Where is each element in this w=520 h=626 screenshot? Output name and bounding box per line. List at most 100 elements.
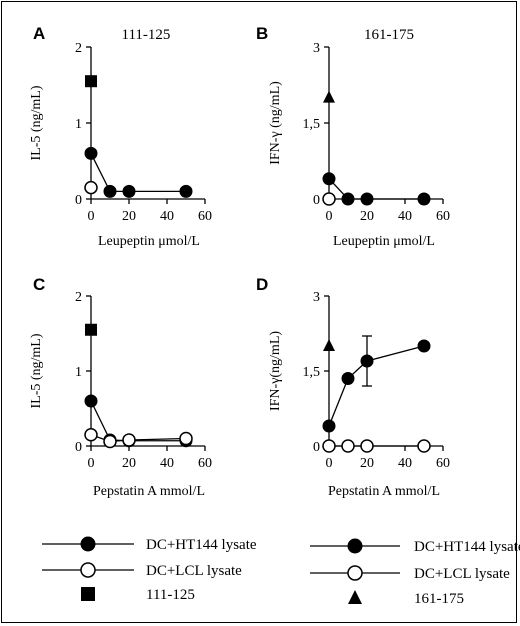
data-point	[417, 192, 431, 206]
x-tick-label: 60	[198, 209, 212, 224]
legend-entry	[310, 538, 400, 554]
x-tick-label: 20	[360, 456, 374, 471]
y-axis-label: IFN-γ (ng/mL)	[268, 81, 283, 165]
y-tick-label: 1,5	[303, 365, 321, 380]
y-tick-label: 1,5	[303, 117, 321, 132]
data-point	[323, 90, 335, 103]
series-filled-square	[85, 75, 97, 88]
x-tick-label: 60	[198, 456, 212, 471]
legend-entry	[348, 590, 362, 604]
x-tick-label: 60	[436, 456, 450, 471]
data-point	[85, 323, 97, 336]
x-tick-label: 20	[122, 209, 136, 224]
series-open-circle	[322, 192, 336, 206]
panel-title: 111-125	[122, 27, 171, 43]
x-tick-label: 20	[360, 209, 374, 224]
data-point	[179, 184, 193, 198]
series-filled-circle	[322, 172, 431, 206]
panel-letter-b: B	[256, 24, 268, 43]
legend-entry	[81, 587, 95, 601]
y-tick-label: 2	[75, 290, 82, 305]
data-point	[103, 434, 117, 449]
legend-label: DC+HT144 lysate	[146, 537, 257, 553]
data-point	[360, 192, 374, 206]
data-point	[360, 439, 374, 453]
data-point	[341, 439, 355, 453]
series-filled-square	[85, 323, 97, 336]
y-tick-label: 0	[75, 193, 82, 208]
panel-letter-d: D	[256, 275, 268, 294]
data-point	[122, 433, 136, 447]
data-point	[417, 339, 431, 353]
legend-label: DC+LCL lysate	[414, 566, 510, 582]
y-tick-label: 0	[313, 440, 320, 455]
x-tick-label: 0	[326, 209, 333, 224]
x-axis-label: Pepstatin A mmol/L	[328, 484, 440, 499]
series-open-circle	[84, 180, 98, 195]
data-point	[84, 180, 98, 195]
x-tick-label: 0	[88, 209, 95, 224]
data-point	[322, 192, 336, 206]
series-line	[328, 345, 425, 427]
x-axis-label: Pepstatin A mmol/L	[93, 484, 205, 499]
y-tick-label: 3	[313, 41, 320, 56]
y-tick-label: 0	[313, 193, 320, 208]
y-tick-label: 1	[75, 365, 82, 380]
data-point	[417, 439, 431, 453]
x-tick-label: 40	[398, 456, 412, 471]
series-line	[90, 153, 186, 193]
legend-marker	[347, 565, 363, 581]
legend-entry	[42, 562, 134, 578]
legend-label: 111-125	[146, 587, 195, 603]
y-tick-label: 1	[75, 117, 82, 132]
y-axis-label: IFN-γ(ng/mL)	[268, 331, 283, 411]
data-point	[85, 75, 97, 88]
series-line	[90, 400, 186, 442]
data-point	[84, 394, 98, 408]
legend-label: 161-175	[414, 591, 464, 607]
x-tick-label: 40	[398, 209, 412, 224]
data-point	[341, 372, 355, 385]
data-point	[322, 419, 336, 433]
legend-entry	[42, 536, 134, 552]
y-axis-label: IL-5 (ng/mL)	[29, 333, 44, 408]
series-filled-circle	[84, 146, 193, 198]
series-open-circle	[322, 439, 431, 453]
legend-marker	[81, 587, 95, 601]
x-tick-label: 40	[160, 456, 174, 471]
y-tick-label: 3	[313, 290, 320, 305]
y-tick-label: 0	[75, 440, 82, 455]
data-point	[179, 431, 193, 446]
legend-label: DC+HT144 lysate	[414, 539, 520, 555]
data-point	[360, 354, 374, 368]
data-point	[122, 184, 136, 198]
data-point	[84, 146, 98, 160]
series-filled-triangle	[323, 90, 335, 103]
panel-letter-a: A	[33, 24, 45, 43]
series-filled-circle	[322, 335, 431, 433]
data-point	[341, 192, 355, 206]
legend-marker	[80, 536, 96, 552]
y-axis-label: IL-5 (ng/mL)	[29, 85, 44, 160]
x-tick-label: 0	[326, 456, 333, 471]
panel-letter-c: C	[33, 275, 45, 294]
x-tick-label: 60	[436, 209, 450, 224]
data-point	[322, 439, 336, 453]
x-tick-label: 0	[88, 456, 95, 471]
panel-title: 161-175	[364, 27, 414, 43]
legend-marker	[347, 538, 363, 554]
x-axis-label: Leupeptin μmol/L	[98, 234, 200, 249]
y-tick-label: 2	[75, 41, 82, 56]
data-point	[322, 172, 336, 186]
legend-marker	[348, 590, 362, 604]
series-filled-triangle	[323, 339, 335, 351]
legend-entry	[310, 565, 400, 581]
x-tick-label: 40	[160, 209, 174, 224]
series-open-circle	[84, 428, 193, 449]
data-point	[323, 339, 335, 351]
legend-label: DC+LCL lysate	[146, 563, 242, 579]
data-point	[103, 184, 117, 198]
x-tick-label: 20	[122, 456, 136, 471]
legend-marker	[80, 562, 96, 578]
